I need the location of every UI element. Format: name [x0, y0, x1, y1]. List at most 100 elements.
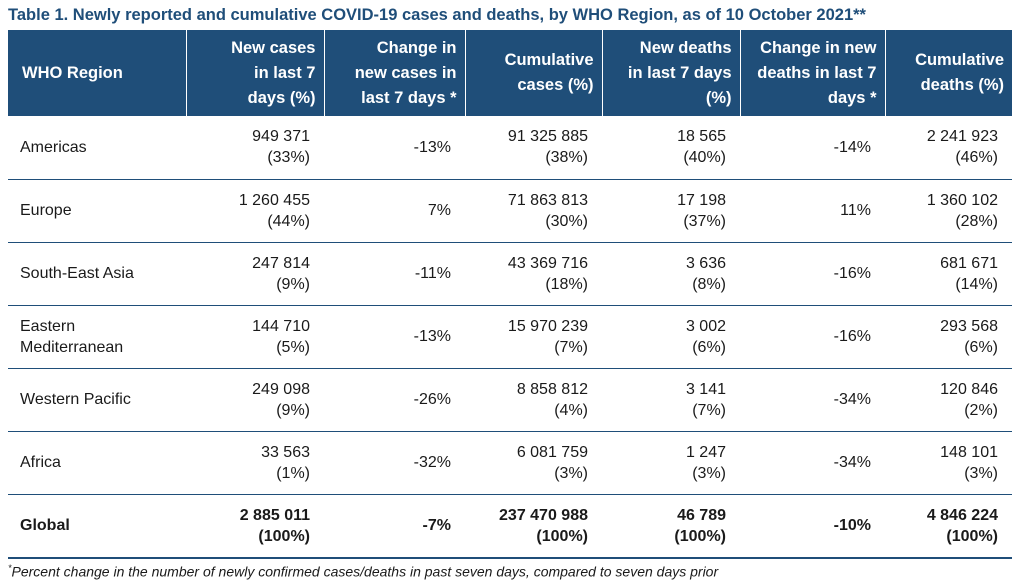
cell-percent: (5%) [276, 338, 310, 356]
footnote: *Percent change in the number of newly c… [8, 563, 718, 580]
header-row: WHO Region New cases in last 7 days (%) Chan… [8, 30, 1012, 116]
cell-value: 237 470 988 [499, 506, 588, 524]
header-line: (%) [705, 88, 732, 107]
footnote-marker: * [8, 563, 12, 573]
cell-value: 91 325 885 [507, 128, 588, 146]
change-deaths-cell: -14% [740, 116, 885, 180]
change-cases-cell: -7% [324, 494, 465, 559]
change-cases-cell: 7% [324, 179, 465, 243]
region-name: Global [20, 517, 70, 535]
cell-percent: (8%) [692, 275, 726, 293]
cell-percent: (46%) [955, 149, 998, 167]
header-line: new cases in [354, 63, 457, 82]
region-name: South-East Asia [20, 265, 134, 282]
cell-percent: (9%) [276, 275, 310, 293]
cell-value: 15 970 239 [507, 317, 588, 335]
table-row: Americas 949 371 (33%) -13% 91 325 885 (38%) 1… [8, 116, 1012, 180]
cell-value: -13% [413, 138, 451, 156]
region-name: Americas [20, 138, 87, 156]
cell-value: 3 141 [685, 380, 726, 398]
cumulative-deaths-cell: 293 568 (6%) [885, 305, 1012, 369]
cumulative-deaths-cell: 4 846 224 (100%) [885, 494, 1012, 559]
cell-value: -11% [414, 265, 451, 282]
cell-value: -16% [833, 265, 871, 282]
new-cases-cell: 144 710 (5%) [186, 305, 324, 369]
header-cumulative-cases: Cumulative cases (%) [464, 30, 602, 116]
cumulative-cases-cell: 71 863 813 (30%) [465, 179, 602, 243]
new-cases-cell: 247 814 (9%) [186, 242, 324, 306]
new-cases-cell: 249 098 (9%) [186, 368, 324, 432]
cell-value: 11% [840, 202, 871, 219]
header-line: Cumulative [915, 51, 1004, 69]
cell-value: 8 858 812 [516, 380, 588, 398]
header-line: days * [827, 88, 877, 107]
new-cases-cell: 949 371 (33%) [186, 116, 324, 180]
change-deaths-cell: -16% [740, 242, 885, 306]
cell-value: 247 814 [252, 254, 310, 272]
change-cases-cell: -26% [324, 368, 465, 432]
cell-value: 249 098 [252, 380, 310, 398]
cell-value: -34% [833, 391, 871, 408]
header-line: New deaths [639, 38, 732, 57]
region-name: Eastern [20, 317, 76, 335]
cell-value: 1 247 [685, 443, 726, 461]
cell-value: 293 568 [940, 317, 998, 335]
cumulative-cases-cell: 237 470 988 (100%) [465, 494, 602, 559]
cell-value: 949 371 [252, 128, 310, 146]
cell-value: -34% [833, 454, 871, 471]
table-row-global: Global 2 885 011 (100%) -7% 237 470 988 (100%… [8, 494, 1012, 559]
cumulative-deaths-cell: 148 101 (3%) [885, 431, 1012, 495]
cumulative-deaths-cell: 120 846 (2%) [885, 368, 1012, 432]
cumulative-deaths-cell: 681 671 (14%) [885, 242, 1012, 306]
header-line: in last 7 days [627, 63, 732, 82]
cell-value: 1 260 455 [238, 191, 310, 209]
cumulative-deaths-cell: 1 360 102 (28%) [885, 179, 1012, 243]
cell-percent: (44%) [267, 212, 310, 230]
new-deaths-cell: 18 565 (40%) [602, 116, 740, 180]
change-deaths-cell: -34% [740, 431, 885, 495]
cumulative-cases-cell: 43 369 716 (18%) [465, 242, 602, 306]
footnote-text: Percent change in the number of newly co… [11, 563, 719, 580]
cell-percent: (6%) [964, 338, 998, 356]
cell-value: 71 863 813 [507, 191, 588, 209]
cell-value: 3 002 [685, 317, 726, 335]
cell-percent: (6%) [692, 338, 726, 356]
new-deaths-cell: 46 789 (100%) [602, 494, 740, 559]
region-name-cell: Eastern Mediterranean [8, 305, 186, 369]
change-deaths-cell: -10% [740, 494, 885, 559]
region-name-cell: Europe [8, 179, 186, 243]
cell-percent: (100%) [946, 527, 998, 545]
new-cases-cell: 33 563 (1%) [186, 431, 324, 495]
table-body: Americas 949 371 (33%) -13% 91 325 885 (38%) 1… [8, 116, 1012, 559]
cell-value: 144 710 [252, 317, 310, 335]
region-name-cell: Africa [8, 431, 186, 495]
header-line: deaths (%) [920, 76, 1004, 94]
region-name: Europe [20, 202, 72, 219]
table-title: Table 1. Newly reported and cumulative C… [8, 6, 866, 24]
cell-percent: (2%) [964, 401, 998, 419]
change-deaths-cell: -34% [740, 368, 885, 432]
header-new-cases: New cases in last 7 days (%) [185, 30, 324, 116]
region-name-cell: South-East Asia [8, 242, 186, 306]
change-cases-cell: -11% [324, 242, 465, 306]
cell-value: 4 846 224 [926, 506, 998, 524]
cell-percent: (3%) [692, 464, 726, 482]
region-name-cell: Western Pacific [8, 368, 186, 432]
cell-value: 2 885 011 [239, 506, 310, 524]
change-cases-cell: -13% [324, 116, 465, 180]
cell-percent: (100%) [536, 527, 588, 545]
cell-value: 17 198 [677, 191, 726, 209]
cell-value: 43 369 716 [507, 254, 588, 272]
new-deaths-cell: 3 141 (7%) [602, 368, 740, 432]
cell-percent: (30%) [545, 212, 588, 230]
new-cases-cell: 2 885 011 (100%) [186, 494, 324, 559]
cumulative-cases-cell: 91 325 885 (38%) [465, 116, 602, 180]
cell-percent: (40%) [683, 149, 726, 167]
region-name: Mediterranean [20, 338, 124, 356]
cell-value: 7% [427, 202, 451, 219]
cell-percent: (100%) [674, 527, 726, 545]
cell-value: -14% [833, 138, 871, 156]
region-name-cell: Global [8, 494, 186, 559]
header-cumulative-deaths: Cumulative deaths (%) [884, 30, 1012, 116]
cell-percent: (4%) [554, 401, 588, 419]
